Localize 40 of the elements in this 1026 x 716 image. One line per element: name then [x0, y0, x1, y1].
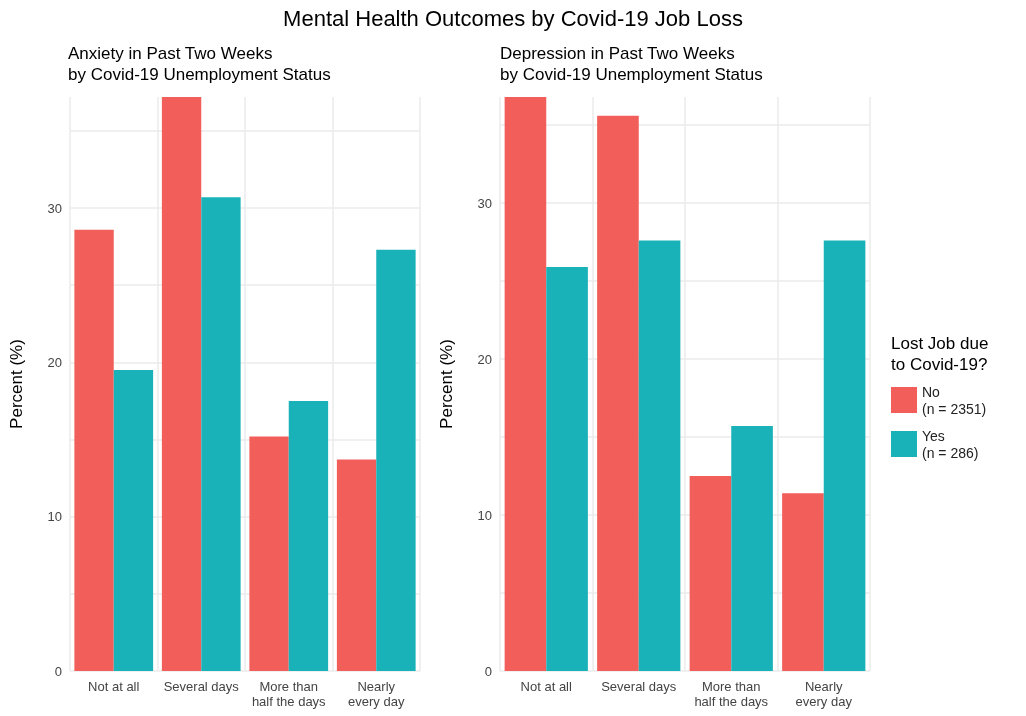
y-tick-label: 10: [47, 509, 62, 525]
bar: [689, 476, 732, 671]
bar: [201, 197, 241, 671]
x-tick-label: Not at all: [88, 679, 140, 694]
x-tick-label: Several days: [163, 679, 240, 694]
x-tick-label: Nearly every day: [348, 679, 405, 709]
bar: [731, 426, 773, 671]
bar: [638, 240, 681, 671]
bar: [288, 400, 329, 671]
x-tick-label: Several days: [601, 679, 677, 694]
x-tick-label: More than half the days: [694, 679, 769, 709]
chart-title: Anxiety in Past Two Weeks by Covid-19 Unemployment Status: [68, 44, 331, 84]
y-axis-title: Percent (%): [7, 339, 26, 429]
bar: [504, 97, 547, 671]
x-tick-label: More than half the days: [251, 679, 327, 709]
y-tick-label: 20: [477, 351, 492, 367]
y-tick-label: 10: [477, 507, 492, 523]
bar: [597, 115, 639, 671]
y-tick-label: 30: [47, 200, 62, 216]
legend-label: No (n = 2351): [922, 383, 987, 417]
legend-title: Lost Job due to Covid-19?: [891, 334, 989, 374]
text: Mental Health Outcomes by Covid-19 Job Loss: [282, 6, 744, 32]
legend-label: Yes (n = 286): [922, 427, 979, 461]
y-tick-label: 20: [47, 354, 62, 370]
y-axis-title: Percent (%): [437, 339, 456, 429]
x-tick-label: Nearly every day: [795, 679, 853, 709]
bar: [249, 436, 289, 671]
x-tick-label: Not at all: [520, 679, 573, 694]
chart-title: Depression in Past Two Weeks by Covid-19 Unemployment Status: [500, 44, 763, 84]
y-tick-label: 0: [484, 663, 492, 679]
bar: [546, 267, 588, 671]
bar: [336, 459, 377, 671]
bar: [113, 370, 154, 671]
bar: [782, 493, 824, 671]
bar: [161, 97, 202, 671]
y-tick-label: 0: [54, 663, 62, 679]
y-tick-label: 30: [477, 195, 492, 211]
bar: [376, 249, 416, 671]
bar: [823, 240, 866, 671]
bar: [74, 229, 114, 671]
